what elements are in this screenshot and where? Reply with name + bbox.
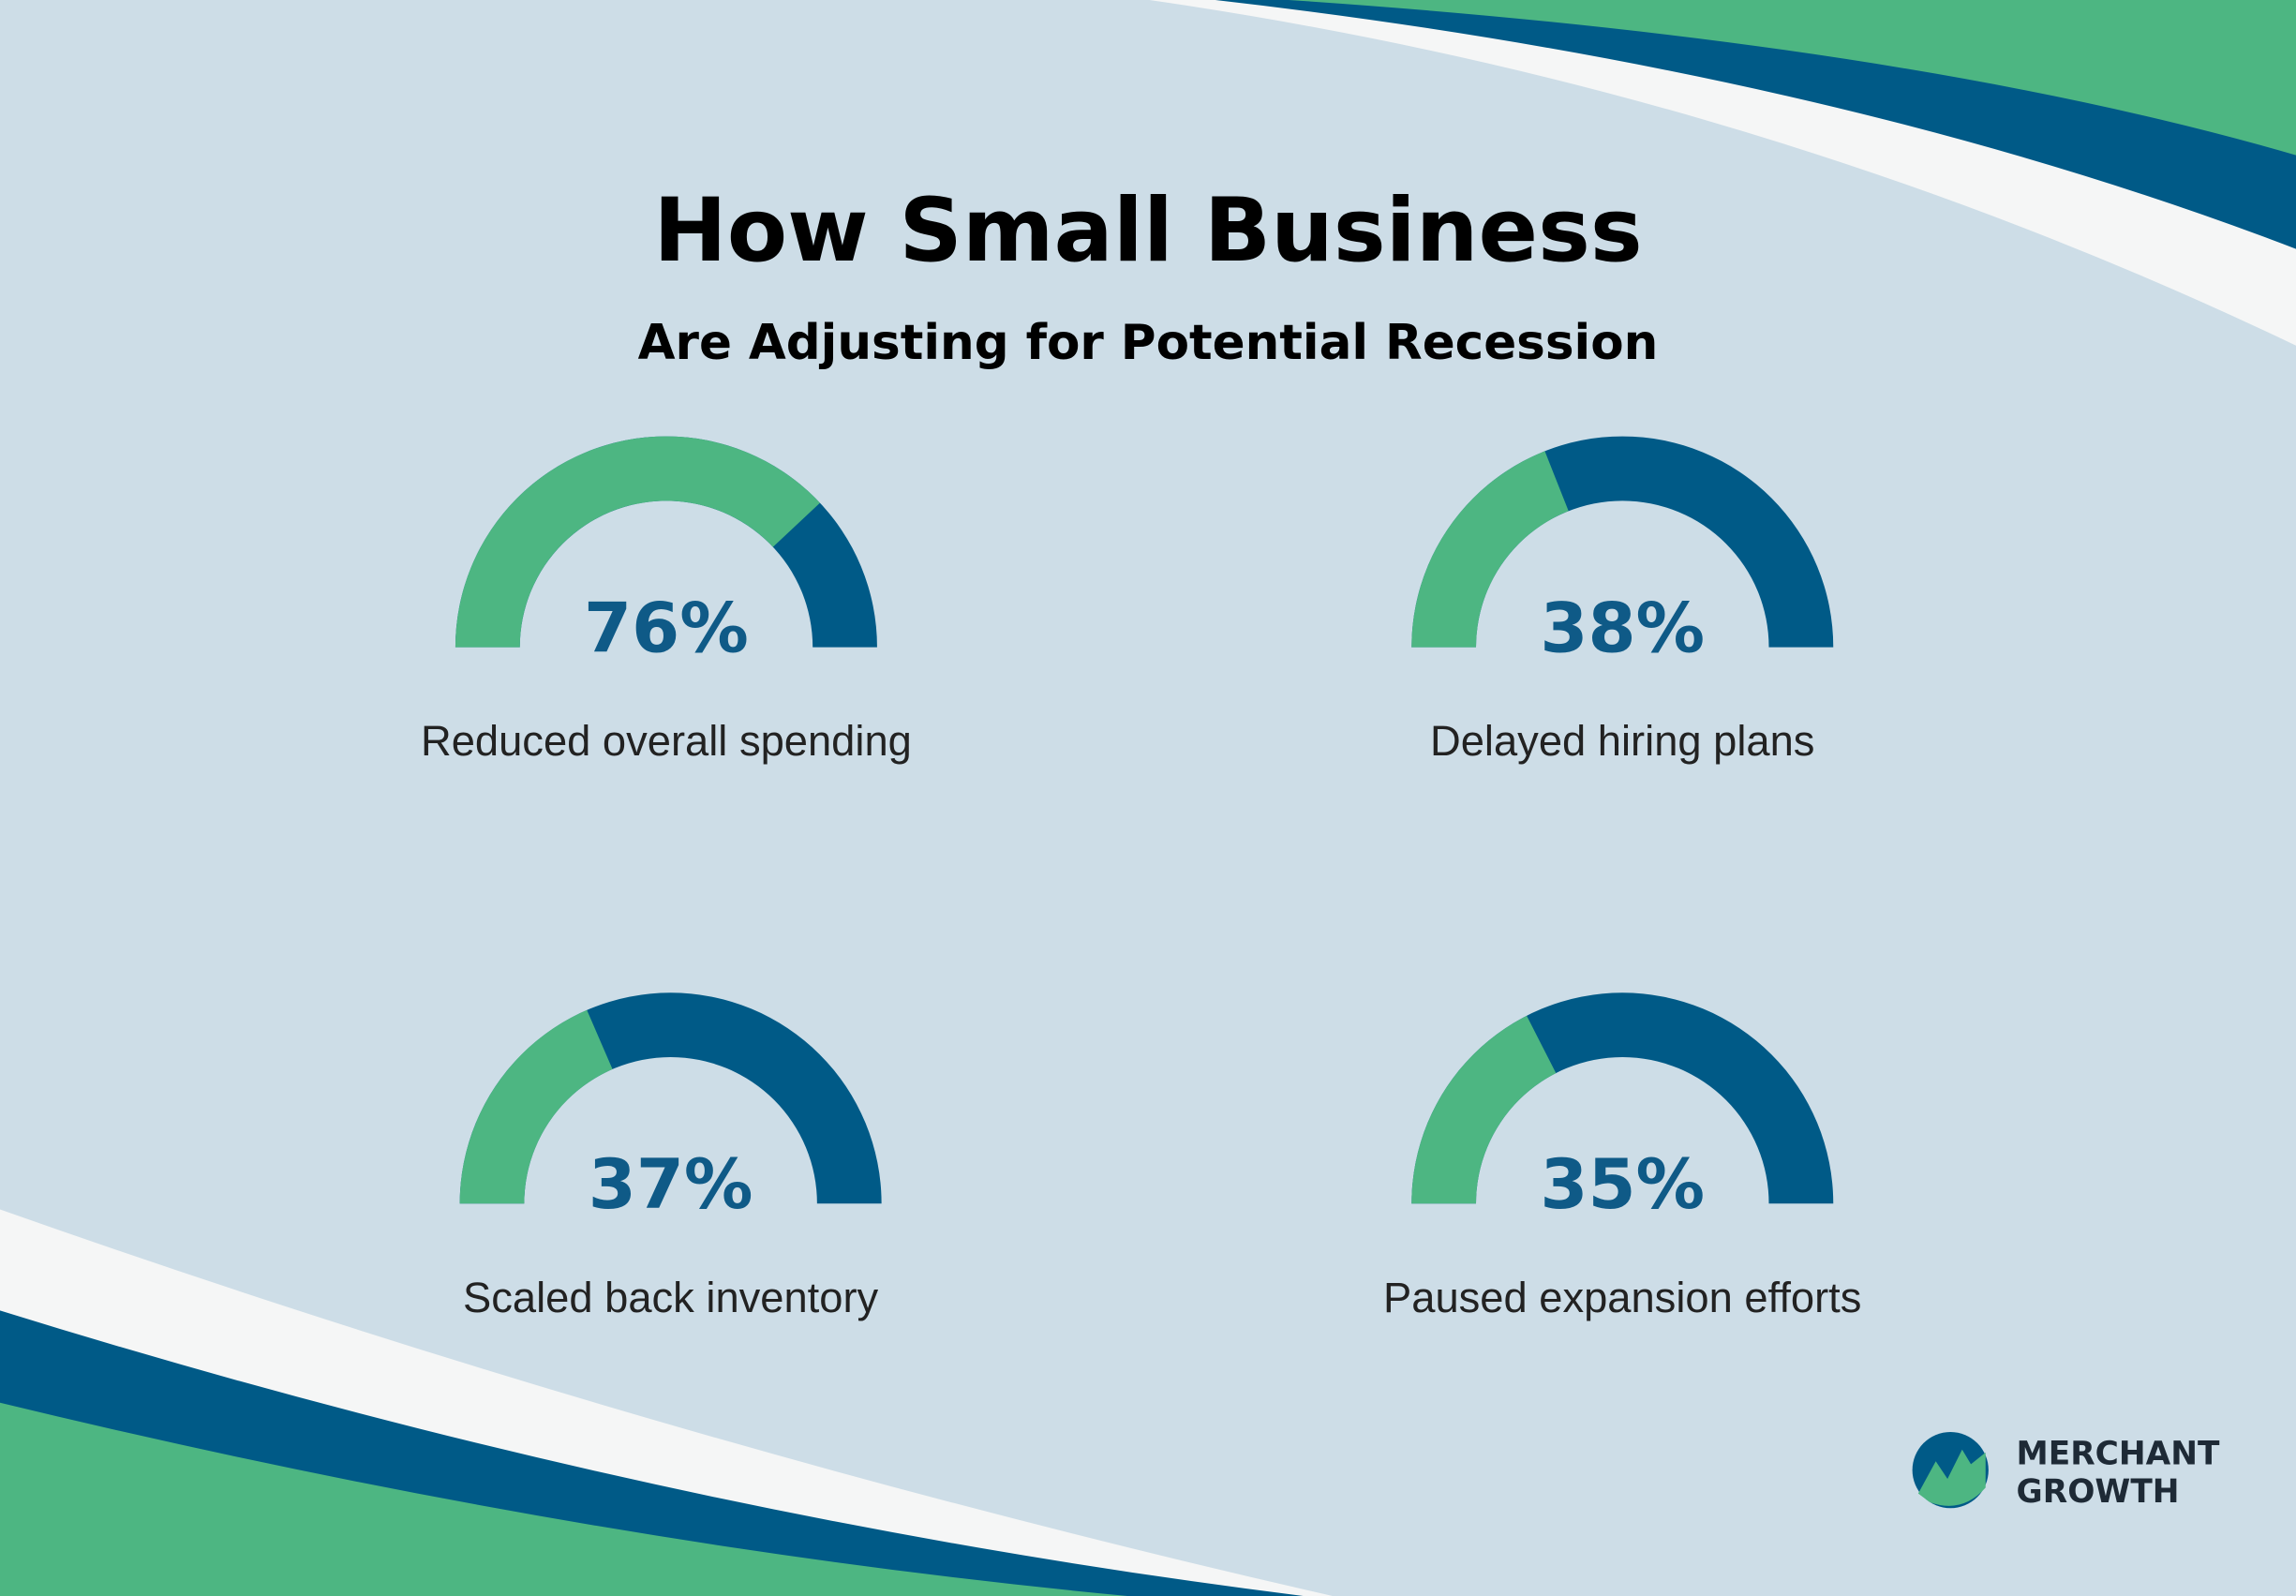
gauge-label: Scaled back inventory — [463, 1274, 879, 1321]
value-label: 76% — [584, 589, 749, 668]
value-label: 37% — [589, 1145, 753, 1225]
gauge-value — [455, 436, 820, 648]
logo-text: GROWTH — [2017, 1473, 2180, 1511]
swoosh-green — [0, 1402, 1128, 1596]
logo-text: MERCHANT — [2017, 1435, 2220, 1472]
gauge-label: Reduced overall spending — [421, 717, 912, 765]
subtitle: Are Adjusting for Potential Recession — [638, 315, 1659, 371]
logo-mark — [1917, 1449, 1986, 1506]
gauge-value — [1411, 451, 1569, 648]
gauge-label: Paused expansion efforts — [1383, 1274, 1861, 1321]
gauge-label: Delayed hiring plans — [1430, 717, 1814, 765]
gauge-value — [1411, 1015, 1557, 1204]
swoosh-green — [1289, 0, 2296, 156]
gauge-value — [459, 1009, 613, 1204]
value-label: 35% — [1540, 1145, 1705, 1225]
logo-icon — [1912, 1432, 1989, 1509]
value-label: 38% — [1540, 589, 1705, 668]
title: How Small Business — [653, 180, 1642, 282]
